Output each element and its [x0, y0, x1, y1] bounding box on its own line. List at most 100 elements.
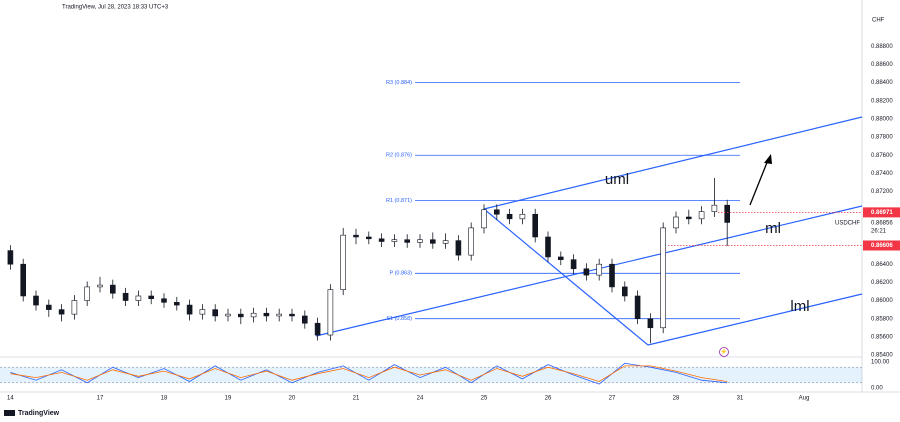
x-tick-label: 28	[673, 396, 680, 402]
candle-body	[455, 240, 462, 256]
x-tick-label: 27	[609, 396, 616, 402]
candle-body	[7, 250, 14, 265]
candle-body	[33, 295, 39, 306]
candle-body	[327, 289, 334, 336]
candle-body	[698, 211, 705, 220]
y-tick-label: 0.85600	[871, 334, 893, 340]
y-tick-label: 0.85800	[871, 316, 893, 322]
oscillator-tick-label: 0.00	[871, 386, 883, 392]
y-tick-label: 0.87400	[871, 171, 893, 177]
x-tick-label: 31	[737, 396, 744, 402]
annotation: ml	[765, 220, 781, 237]
symbol-label: USDCHF	[835, 220, 860, 226]
candle-body	[122, 292, 129, 301]
x-tick-label: 24	[417, 396, 424, 402]
candle-body	[404, 239, 410, 243]
event-icon	[719, 347, 729, 357]
x-tick-label: 18	[161, 396, 168, 402]
brand-logo	[4, 410, 15, 416]
y-tick-label: 0.88000	[871, 117, 893, 123]
price-label: 0.86971	[871, 210, 893, 216]
candle-body	[71, 300, 78, 315]
brand: TradingView	[18, 410, 60, 417]
pivot-label: S1 (0.858)	[386, 316, 412, 322]
candle-body	[711, 204, 718, 212]
candle-body	[583, 268, 590, 276]
candle-body	[673, 216, 679, 229]
oscillator-tick-label: 100.00	[871, 360, 890, 366]
candle-body	[45, 304, 52, 310]
oscillator-band	[0, 367, 862, 383]
candle-body	[621, 286, 628, 297]
price-label: 0.86606	[871, 243, 893, 249]
candle-body	[493, 209, 500, 215]
x-tick-label: 26	[545, 396, 552, 402]
candle-body	[212, 309, 218, 317]
arrow-shaft	[749, 159, 769, 206]
candle-body	[263, 312, 270, 317]
candle-body	[225, 313, 231, 317]
y-tick-label: 0.87800	[871, 135, 893, 141]
candle-body	[468, 227, 474, 256]
candle-body	[609, 263, 615, 288]
candle-body	[199, 309, 206, 315]
x-tick-label: 25	[481, 396, 488, 402]
price-badge	[863, 207, 900, 218]
event-icon-glyph: ⚡	[720, 348, 727, 356]
x-tick-label: 14	[7, 396, 14, 402]
candle-body	[58, 309, 65, 315]
candle-body	[289, 313, 295, 317]
annotation: lml	[790, 298, 809, 315]
x-tick-label: 21	[353, 396, 360, 402]
x-tick-label: 19	[225, 396, 232, 402]
header: TradingView, Jul 28, 2023 18:33 UTC+3	[62, 5, 169, 11]
pivot-label: R1 (0.871)	[386, 198, 412, 204]
candle-body	[557, 256, 564, 260]
candle-body	[685, 216, 692, 220]
y-tick-label: 0.88600	[871, 62, 893, 68]
candle-body	[391, 239, 398, 242]
currency: CHF	[872, 18, 885, 24]
candle-body	[506, 213, 513, 220]
candle-body	[532, 213, 538, 238]
candle-body	[314, 322, 321, 336]
candle-body	[442, 240, 449, 244]
y-tick-label: 0.87200	[871, 189, 893, 195]
upper-median-line	[483, 116, 863, 210]
candle-body	[647, 318, 654, 329]
x-tick-label: Aug	[799, 396, 810, 402]
y-tick-label: 0.87600	[871, 153, 893, 159]
candle-body	[596, 263, 602, 276]
candle-body	[429, 239, 436, 244]
pivot-label: R2 (0.876)	[386, 153, 412, 159]
candle-body	[250, 312, 257, 318]
pivot-label: P (0.863)	[389, 271, 412, 277]
candle-body	[301, 315, 308, 324]
arrow-head	[764, 154, 772, 164]
pitchfork-handle	[483, 208, 649, 346]
candle-body	[724, 204, 730, 223]
annotation: uml	[605, 171, 629, 188]
oscillator-line	[10, 365, 728, 382]
y-tick-label: 0.86200	[871, 280, 893, 286]
candle-body	[545, 236, 551, 258]
candle-body	[186, 304, 193, 315]
lower-median-line	[647, 293, 863, 346]
y-tick-label: 0.85400	[871, 353, 893, 359]
countdown: 26:21	[871, 228, 887, 234]
x-tick-label: 17	[97, 396, 104, 402]
y-tick-label: 0.86000	[871, 298, 893, 304]
candle-body	[161, 298, 167, 303]
price-badge	[863, 240, 900, 251]
candle-body	[148, 295, 154, 300]
candle-body	[173, 302, 180, 306]
candle-body	[365, 236, 372, 240]
candle-body	[481, 209, 487, 229]
y-tick-label: 0.88400	[871, 80, 893, 86]
candle-body	[237, 313, 244, 318]
y-tick-label: 0.86400	[871, 262, 893, 268]
x-tick-label: 20	[289, 396, 296, 402]
